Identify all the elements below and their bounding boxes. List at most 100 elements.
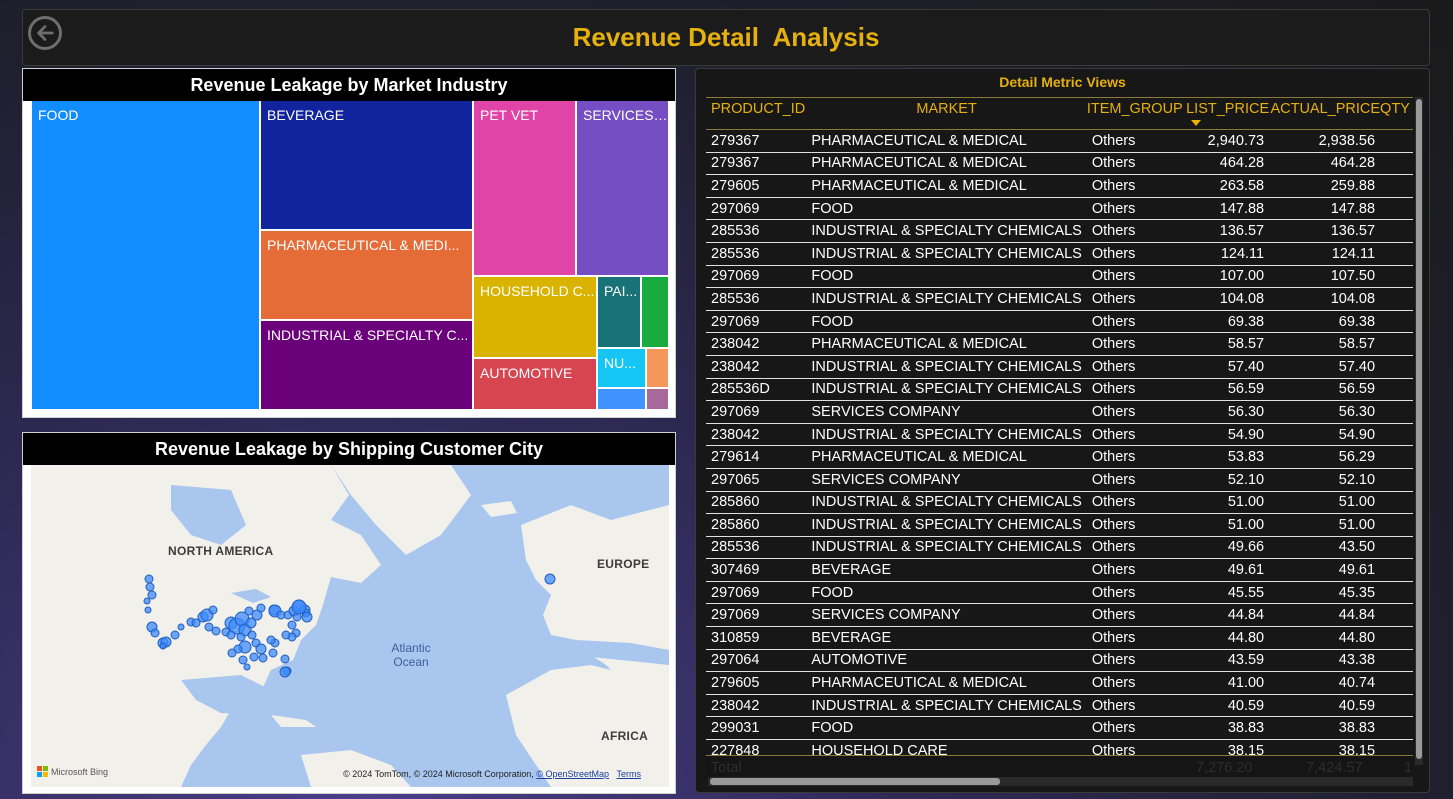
- col-header-actual-price[interactable]: ACTUAL_PRICE: [1269, 97, 1381, 130]
- cell-market: FOOD: [806, 310, 1087, 334]
- cell-item-group: Others: [1086, 694, 1186, 718]
- detail-table-scroll[interactable]: PRODUCT_ID MARKET ITEM_GROUP LIST_PRICE …: [706, 97, 1413, 775]
- col-header-qty[interactable]: QTY: [1380, 97, 1413, 130]
- cell-item-group: Others: [1086, 242, 1186, 266]
- table-row[interactable]: 279367 PHARMACEUTICAL & MEDICAL Others 2,94…: [706, 129, 1413, 153]
- horizontal-scroll-thumb[interactable]: [710, 778, 1000, 785]
- terms-link[interactable]: Terms: [616, 769, 642, 779]
- africa-label: AFRICA: [601, 729, 649, 743]
- cell-list-price: 147.88: [1185, 197, 1270, 221]
- cell-product-id: 285536: [706, 536, 807, 560]
- cell-qty: [1380, 603, 1413, 628]
- table-row[interactable]: 279614 PHARMACEUTICAL & MEDICAL Others 53.8…: [706, 445, 1413, 469]
- table-row[interactable]: 238042 INDUSTRIAL & SPECIALTY CHEMICALS Ot…: [706, 694, 1413, 718]
- treemap-tile-paint[interactable]: PAI...: [598, 277, 642, 349]
- treemap-tile-household[interactable]: HOUSEHOLD C...: [474, 277, 598, 359]
- table-row[interactable]: 297069 SERVICES COMPANY Others 56.30 56.30: [706, 400, 1413, 424]
- table-row[interactable]: 238042 INDUSTRIAL & SPECIALTY CHEMICALS Ot…: [706, 355, 1413, 379]
- cell-actual-price: 57.40: [1269, 355, 1381, 379]
- col-header-product-id[interactable]: PRODUCT_ID: [706, 97, 807, 130]
- cell-product-id: 279367: [706, 152, 807, 176]
- treemap-tile-food[interactable]: FOOD: [32, 101, 261, 411]
- cell-qty: [1380, 423, 1413, 447]
- table-row[interactable]: 238042 PHARMACEUTICAL & MEDICAL Others 58.5…: [706, 332, 1413, 356]
- cell-list-price: 45.55: [1185, 581, 1270, 605]
- cell-actual-price: 56.30: [1269, 400, 1381, 424]
- total-qty: 1: [1404, 760, 1413, 776]
- cell-actual-price: 44.80: [1269, 626, 1381, 650]
- cell-qty: [1380, 129, 1413, 153]
- openstreetmap-link[interactable]: © OpenStreetMap: [536, 769, 609, 779]
- cell-item-group: Others: [1086, 332, 1186, 356]
- cell-qty: [1380, 671, 1413, 695]
- map-basemap: [31, 465, 669, 787]
- table-row[interactable]: 279605 PHARMACEUTICAL & MEDICAL Others 263.…: [706, 174, 1413, 198]
- table-row[interactable]: 285536 INDUSTRIAL & SPECIALTY CHEMICALS Ot…: [706, 536, 1413, 560]
- vertical-scrollbar[interactable]: [1415, 97, 1423, 765]
- table-total-row: Total 7,276.20 7,424.57 1: [706, 755, 1413, 779]
- cell-item-group: Others: [1086, 491, 1186, 515]
- cell-list-price: 41.00: [1185, 671, 1270, 695]
- list-price-label: LIST_PRICE: [1186, 101, 1270, 117]
- cell-qty: [1380, 694, 1413, 718]
- treemap-tile-pharmaceutical[interactable]: PHARMACEUTICAL & MEDI...: [261, 231, 474, 321]
- table-row[interactable]: 297069 FOOD Others 147.88 147.88: [706, 197, 1413, 221]
- cell-item-group: Others: [1086, 129, 1186, 153]
- treemap-tile-beverage[interactable]: BEVERAGE: [261, 101, 474, 231]
- table-row[interactable]: 297069 SERVICES COMPANY Others 44.84 44.84: [706, 603, 1413, 628]
- col-header-item-group[interactable]: ITEM_GROUP: [1086, 97, 1186, 130]
- back-button[interactable]: [28, 16, 62, 50]
- cell-product-id: 297069: [706, 310, 807, 334]
- table-row[interactable]: 238042 INDUSTRIAL & SPECIALTY CHEMICALS Ot…: [706, 423, 1413, 447]
- cell-actual-price: 43.50: [1269, 536, 1381, 560]
- cell-item-group: Others: [1086, 378, 1186, 402]
- treemap-tile-nutrition[interactable]: NU...: [598, 349, 647, 389]
- table-row[interactable]: 285536 INDUSTRIAL & SPECIALTY CHEMICALS Ot…: [706, 287, 1413, 311]
- cell-product-id: 297069: [706, 197, 807, 221]
- cell-market: INDUSTRIAL & SPECIALTY CHEMICALS: [806, 287, 1087, 311]
- table-row[interactable]: 297064 AUTOMOTIVE Others 43.59 43.38: [706, 649, 1413, 673]
- table-row[interactable]: 285536 INDUSTRIAL & SPECIALTY CHEMICALS Ot…: [706, 242, 1413, 266]
- vertical-scroll-thumb[interactable]: [1416, 99, 1422, 759]
- treemap-tile-industrial[interactable]: INDUSTRIAL & SPECIALTY C...: [261, 321, 474, 411]
- cell-market: FOOD: [806, 197, 1087, 221]
- treemap-tile-other-blue[interactable]: [598, 389, 647, 411]
- col-header-market[interactable]: MARKET: [806, 97, 1087, 130]
- table-row[interactable]: 297065 SERVICES COMPANY Others 52.10 52.10: [706, 468, 1413, 492]
- table-row[interactable]: 285536 INDUSTRIAL & SPECIALTY CHEMICALS Ot…: [706, 219, 1413, 243]
- cell-market: INDUSTRIAL & SPECIALTY CHEMICALS: [806, 694, 1087, 718]
- treemap-tile-other-green[interactable]: [642, 277, 670, 349]
- horizontal-scrollbar[interactable]: [708, 777, 1413, 786]
- treemap-tile-other-purple[interactable]: [647, 389, 670, 411]
- cell-actual-price: 147.88: [1269, 197, 1381, 221]
- cell-list-price: 69.38: [1185, 310, 1270, 334]
- cell-qty: [1380, 219, 1413, 243]
- table-row[interactable]: 297069 FOOD Others 107.00 107.50: [706, 265, 1413, 289]
- table-row[interactable]: 285536D INDUSTRIAL & SPECIALTY CHEMICALS O…: [706, 378, 1413, 402]
- map-title: Revenue Leakage by Shipping Customer Cit…: [23, 433, 675, 465]
- cell-item-group: Others: [1086, 603, 1186, 628]
- cell-market: SERVICES COMPANY: [806, 400, 1087, 424]
- table-row[interactable]: 285860 INDUSTRIAL & SPECIALTY CHEMICALS Ot…: [706, 513, 1413, 537]
- treemap-tile-pet-vet[interactable]: PET VET: [474, 101, 577, 277]
- table-row[interactable]: 297069 FOOD Others 69.38 69.38: [706, 310, 1413, 334]
- table-row[interactable]: 297069 FOOD Others 45.55 45.35: [706, 581, 1413, 605]
- treemap-tile-other-orange[interactable]: [647, 349, 670, 389]
- cell-qty: [1380, 332, 1413, 356]
- table-row[interactable]: 285860 INDUSTRIAL & SPECIALTY CHEMICALS Ot…: [706, 491, 1413, 515]
- col-header-list-price[interactable]: LIST_PRICE: [1185, 97, 1270, 130]
- shipping-city-map[interactable]: NORTH AMERICA EUROPE AFRICA Atlantic Oce…: [31, 465, 669, 787]
- table-row[interactable]: 279367 PHARMACEUTICAL & MEDICAL Others 464.…: [706, 152, 1413, 176]
- treemap-tile-services[interactable]: SERVICES ...: [577, 101, 670, 277]
- table-row[interactable]: 279605 PHARMACEUTICAL & MEDICAL Others 41.0…: [706, 671, 1413, 695]
- cell-item-group: Others: [1086, 310, 1186, 334]
- cell-market: PHARMACEUTICAL & MEDICAL: [806, 129, 1087, 153]
- attribution-text: © 2024 TomTom, © 2024 Microsoft Corporat…: [343, 769, 534, 779]
- cell-market: AUTOMOTIVE: [806, 649, 1087, 673]
- table-row[interactable]: 307469 BEVERAGE Others 49.61 49.61: [706, 558, 1413, 582]
- cell-actual-price: 259.88: [1269, 174, 1381, 198]
- cell-actual-price: 51.00: [1269, 491, 1381, 515]
- treemap-tile-automotive[interactable]: AUTOMOTIVE: [474, 359, 598, 411]
- table-row[interactable]: 299031 FOOD Others 38.83 38.83: [706, 716, 1413, 741]
- table-row[interactable]: 310859 BEVERAGE Others 44.80 44.80: [706, 626, 1413, 650]
